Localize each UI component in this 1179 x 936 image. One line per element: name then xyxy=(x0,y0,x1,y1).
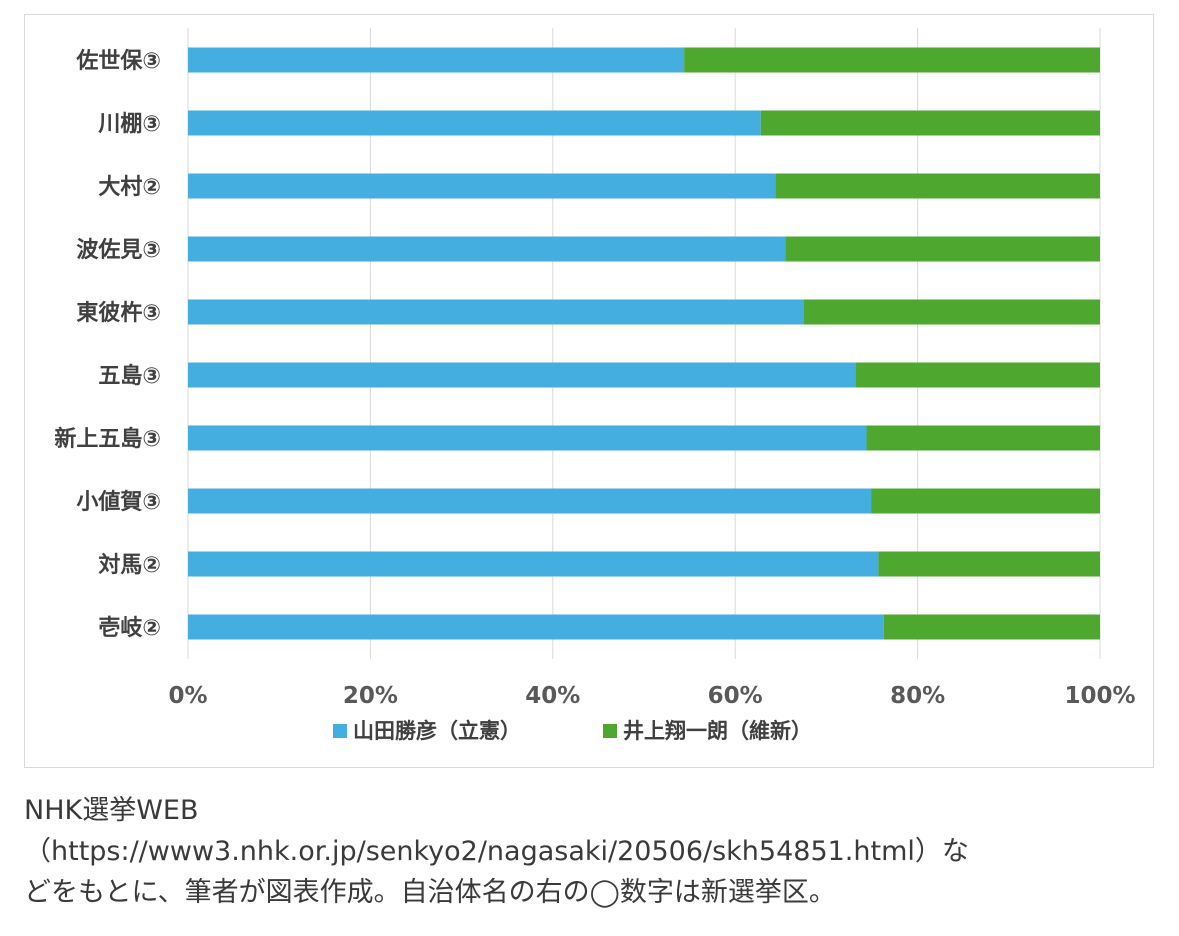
caption-line-2: （https://www3.nhk.or.jp/senkyo2/nagasaki… xyxy=(24,836,969,867)
bar-segment-inoue xyxy=(871,488,1100,514)
bar-segment-yamada xyxy=(188,425,867,451)
category-label: 川棚③ xyxy=(97,112,161,137)
legend-swatch xyxy=(603,724,617,738)
legend-swatch xyxy=(333,724,347,738)
bar-segment-yamada xyxy=(188,488,872,514)
x-tick-label: 0% xyxy=(168,683,207,709)
bar-segment-yamada xyxy=(188,362,856,388)
bar-segment-inoue xyxy=(760,110,1100,136)
category-label: 大村② xyxy=(98,175,161,200)
x-tick-label: 40% xyxy=(525,683,580,709)
bar-segment-inoue xyxy=(803,299,1100,325)
bar-segment-yamada xyxy=(188,299,804,325)
chart-frame: 0% 20% 40% 60% 80% 100% 佐世保③ 川棚③ 大村② 波佐見③ 東彼杵③ 五島③ 新… xyxy=(24,14,1154,768)
x-tick-label: 20% xyxy=(343,683,398,709)
bar-segment-inoue xyxy=(883,614,1100,640)
category-label: 波佐見③ xyxy=(76,237,161,263)
bar-segment-inoue xyxy=(785,236,1100,262)
bar-segment-yamada xyxy=(188,614,884,640)
bar-segment-inoue xyxy=(866,425,1100,451)
category-label: 壱岐② xyxy=(98,616,161,641)
bar-segment-inoue xyxy=(878,551,1100,577)
bar-segment-yamada xyxy=(188,173,776,199)
category-label: 新上五島③ xyxy=(54,426,161,452)
bar-segment-inoue xyxy=(855,362,1100,388)
source-caption: NHK選挙WEB （https://www3.nhk.or.jp/senkyo2… xyxy=(24,790,1164,913)
x-tick-label: 100% xyxy=(1064,683,1135,709)
category-label: 東彼杵③ xyxy=(76,300,161,326)
caption-line-3: どをもとに、筆者が図表作成。自治体名の右の◯数字は新選挙区。 xyxy=(24,877,836,908)
x-tick-label: 80% xyxy=(890,683,945,709)
x-tick-label: 60% xyxy=(708,683,763,709)
legend-label: 井上翔一朗（維新） xyxy=(623,719,812,743)
bar-segment-yamada xyxy=(188,47,685,73)
category-label: 対馬② xyxy=(98,553,161,578)
bar-segment-inoue xyxy=(684,47,1100,73)
category-label: 五島③ xyxy=(98,363,161,389)
stacked-bar-chart: 0% 20% 40% 60% 80% 100% 佐世保③ 川棚③ 大村② 波佐見③ 東彼杵③ 五島③ 新… xyxy=(54,28,1136,743)
bar-segment-yamada xyxy=(188,110,761,136)
bar-segment-inoue xyxy=(775,173,1100,199)
bar-segment-yamada xyxy=(188,236,786,262)
legend-label: 山田勝彦（立憲） xyxy=(353,719,521,743)
category-label: 小値賀③ xyxy=(76,490,161,515)
caption-line-1: NHK選挙WEB xyxy=(24,795,199,826)
category-label: 佐世保③ xyxy=(75,48,161,74)
bar-segment-yamada xyxy=(188,551,879,577)
